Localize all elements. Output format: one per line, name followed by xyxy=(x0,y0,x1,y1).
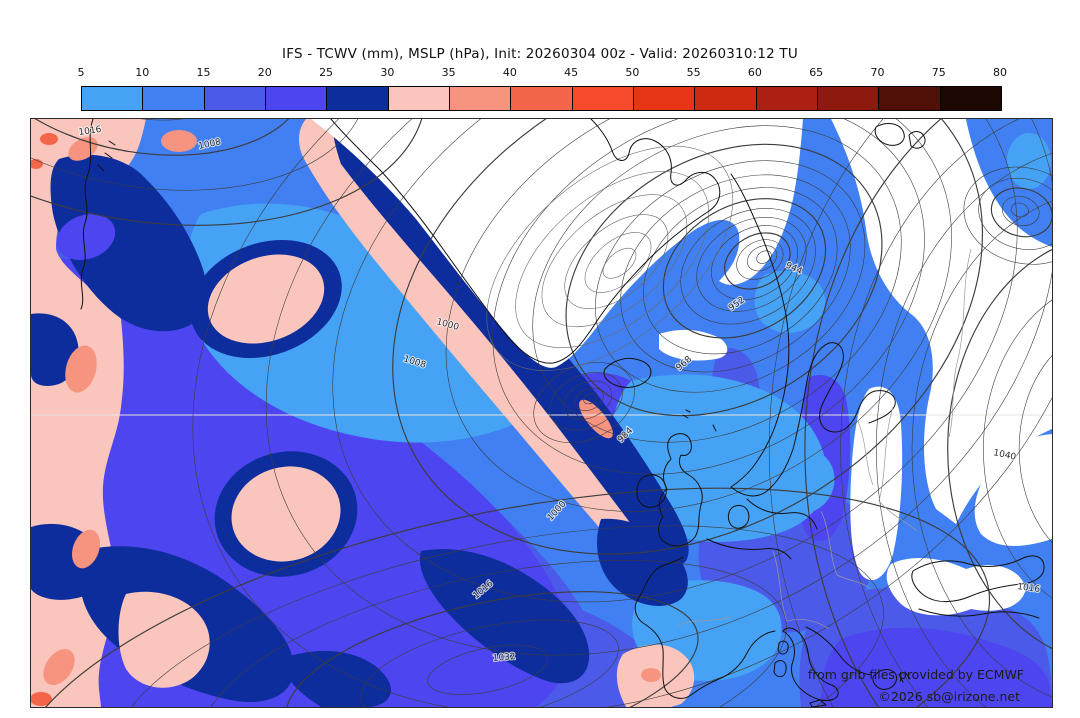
colorbar-tick-50: 50 xyxy=(625,66,640,79)
colorbar-cell-60-65 xyxy=(756,87,818,110)
colorbar-cell-20-25 xyxy=(265,87,328,110)
colorbar-tick-75: 75 xyxy=(931,66,946,79)
colorbar-tick-60: 60 xyxy=(747,66,762,79)
colorbar xyxy=(81,86,1002,111)
isobar-ridge-greenland xyxy=(564,214,669,310)
colorbar-tick-15: 15 xyxy=(196,66,211,79)
isobar-high-azores xyxy=(202,560,787,718)
isobar-low-main xyxy=(747,245,778,272)
isobar-ridge-greenland xyxy=(541,194,688,328)
colorbar-cell-75-80 xyxy=(940,87,1001,110)
colorbar-cell-55-60 xyxy=(695,87,757,110)
credit-copyright: ©2026 sb@irizone.net xyxy=(878,689,1020,704)
coastlines xyxy=(80,118,1045,708)
isobar-low-kara xyxy=(1010,202,1029,218)
isobar-low-main xyxy=(736,239,784,280)
isobar-high-russia xyxy=(769,8,1080,718)
isobar-high-azores xyxy=(10,487,991,718)
isobar-high-russia xyxy=(804,53,1080,718)
colorbar-cell-65-70 xyxy=(817,87,880,110)
isobar-low-kara xyxy=(990,187,1053,238)
isobar-high-azores xyxy=(427,644,549,695)
isobar-low-main xyxy=(711,225,798,300)
isobar-high-russia xyxy=(1018,333,1080,565)
colorbar-cell-30-35 xyxy=(388,87,450,110)
isobar-ridge-greenland xyxy=(515,171,710,349)
tcwv-20-25-inner-blob xyxy=(56,213,116,261)
colorbar-tick-35: 35 xyxy=(441,66,456,79)
isobar-low-main xyxy=(680,208,816,325)
isobar-low-iceland xyxy=(549,372,623,431)
isobar-low-iceland xyxy=(574,387,604,411)
isobar-low-kara xyxy=(963,166,1080,265)
isobar-high-russia xyxy=(983,285,1080,613)
colorbar-cell-50-55 xyxy=(633,87,696,110)
isobar-low-main xyxy=(643,187,838,355)
isobar-high-russia xyxy=(911,192,1080,706)
isobar-low-iceland xyxy=(533,362,635,444)
chart-title: IFS - TCWV (mm), MSLP (hPa), Init: 20260… xyxy=(282,46,798,62)
colorbar-tick-5: 5 xyxy=(77,66,85,79)
isobar-low-main xyxy=(662,198,827,339)
credit-source: from grib files provided by ECMWF xyxy=(808,667,1024,682)
isobar-high-russia xyxy=(876,145,1080,718)
isobar-high-azores xyxy=(285,591,699,718)
isobar-high-azores xyxy=(110,525,884,718)
isobar-low-main xyxy=(696,216,807,312)
tcwv-30-35-blobs xyxy=(118,254,695,707)
isobar-low-main xyxy=(724,232,791,290)
colorbar-tick-20: 20 xyxy=(257,66,272,79)
colorbar-cell-5-10 xyxy=(82,87,144,110)
isobar-low-iceland xyxy=(583,393,597,405)
colorbar-tick-55: 55 xyxy=(686,66,701,79)
isobar-ridge-greenland xyxy=(486,145,734,371)
colorbar-cell-15-20 xyxy=(204,87,266,110)
isobar-high-russia xyxy=(947,238,1080,660)
isobar-low-main xyxy=(532,125,902,443)
colorbar-cell-40-45 xyxy=(511,87,573,110)
colorbar-cell-45-50 xyxy=(572,87,634,110)
pressure-label-1032: 1032 xyxy=(492,652,516,664)
isobar-high-azores xyxy=(360,619,619,718)
colorbar-tick-80: 80 xyxy=(993,66,1007,79)
ne-corner-moist-patch xyxy=(966,119,1052,247)
isobar-low-main xyxy=(445,77,952,512)
isobar-low-main xyxy=(492,103,925,475)
colorbar-tick-45: 45 xyxy=(564,66,579,79)
colorbar-cell-10-15 xyxy=(143,87,205,110)
isobar-high-russia xyxy=(840,100,1080,718)
isobar-ridge-greenland xyxy=(584,232,652,293)
colorbar-tick-labels: 5 10 15 20 25 30 35 40 45 50 55 60 65 70 75 80 xyxy=(77,66,1008,82)
isobar-low-main xyxy=(756,250,772,264)
colorbar-tick-30: 30 xyxy=(380,66,395,79)
colorbar-cell-35-40 xyxy=(449,87,512,110)
isobar-low-iceland xyxy=(563,380,613,420)
tcwv-30-35-band xyxy=(299,119,683,581)
colorbar-cell-70-75 xyxy=(879,87,941,110)
colorbar-tick-25: 25 xyxy=(319,66,334,79)
isobar-low-main xyxy=(620,174,851,373)
colorbar-tick-70: 70 xyxy=(870,66,885,79)
isobar-low-kara xyxy=(1001,195,1040,227)
colorbar-cell-25-30 xyxy=(327,87,389,110)
pressure-label-1040: 1040 xyxy=(992,448,1017,463)
dry-zones xyxy=(311,119,1052,616)
pressure-label-1016: 1016 xyxy=(78,125,102,138)
colorbar-tick-40: 40 xyxy=(502,66,517,79)
isobar-ridge-greenland xyxy=(602,247,637,279)
colorbar-tick-65: 65 xyxy=(809,66,824,79)
colorbar-tick-10: 10 xyxy=(135,66,150,79)
country-borders xyxy=(676,248,972,630)
pressure-label-1016: 1016 xyxy=(1017,582,1041,595)
